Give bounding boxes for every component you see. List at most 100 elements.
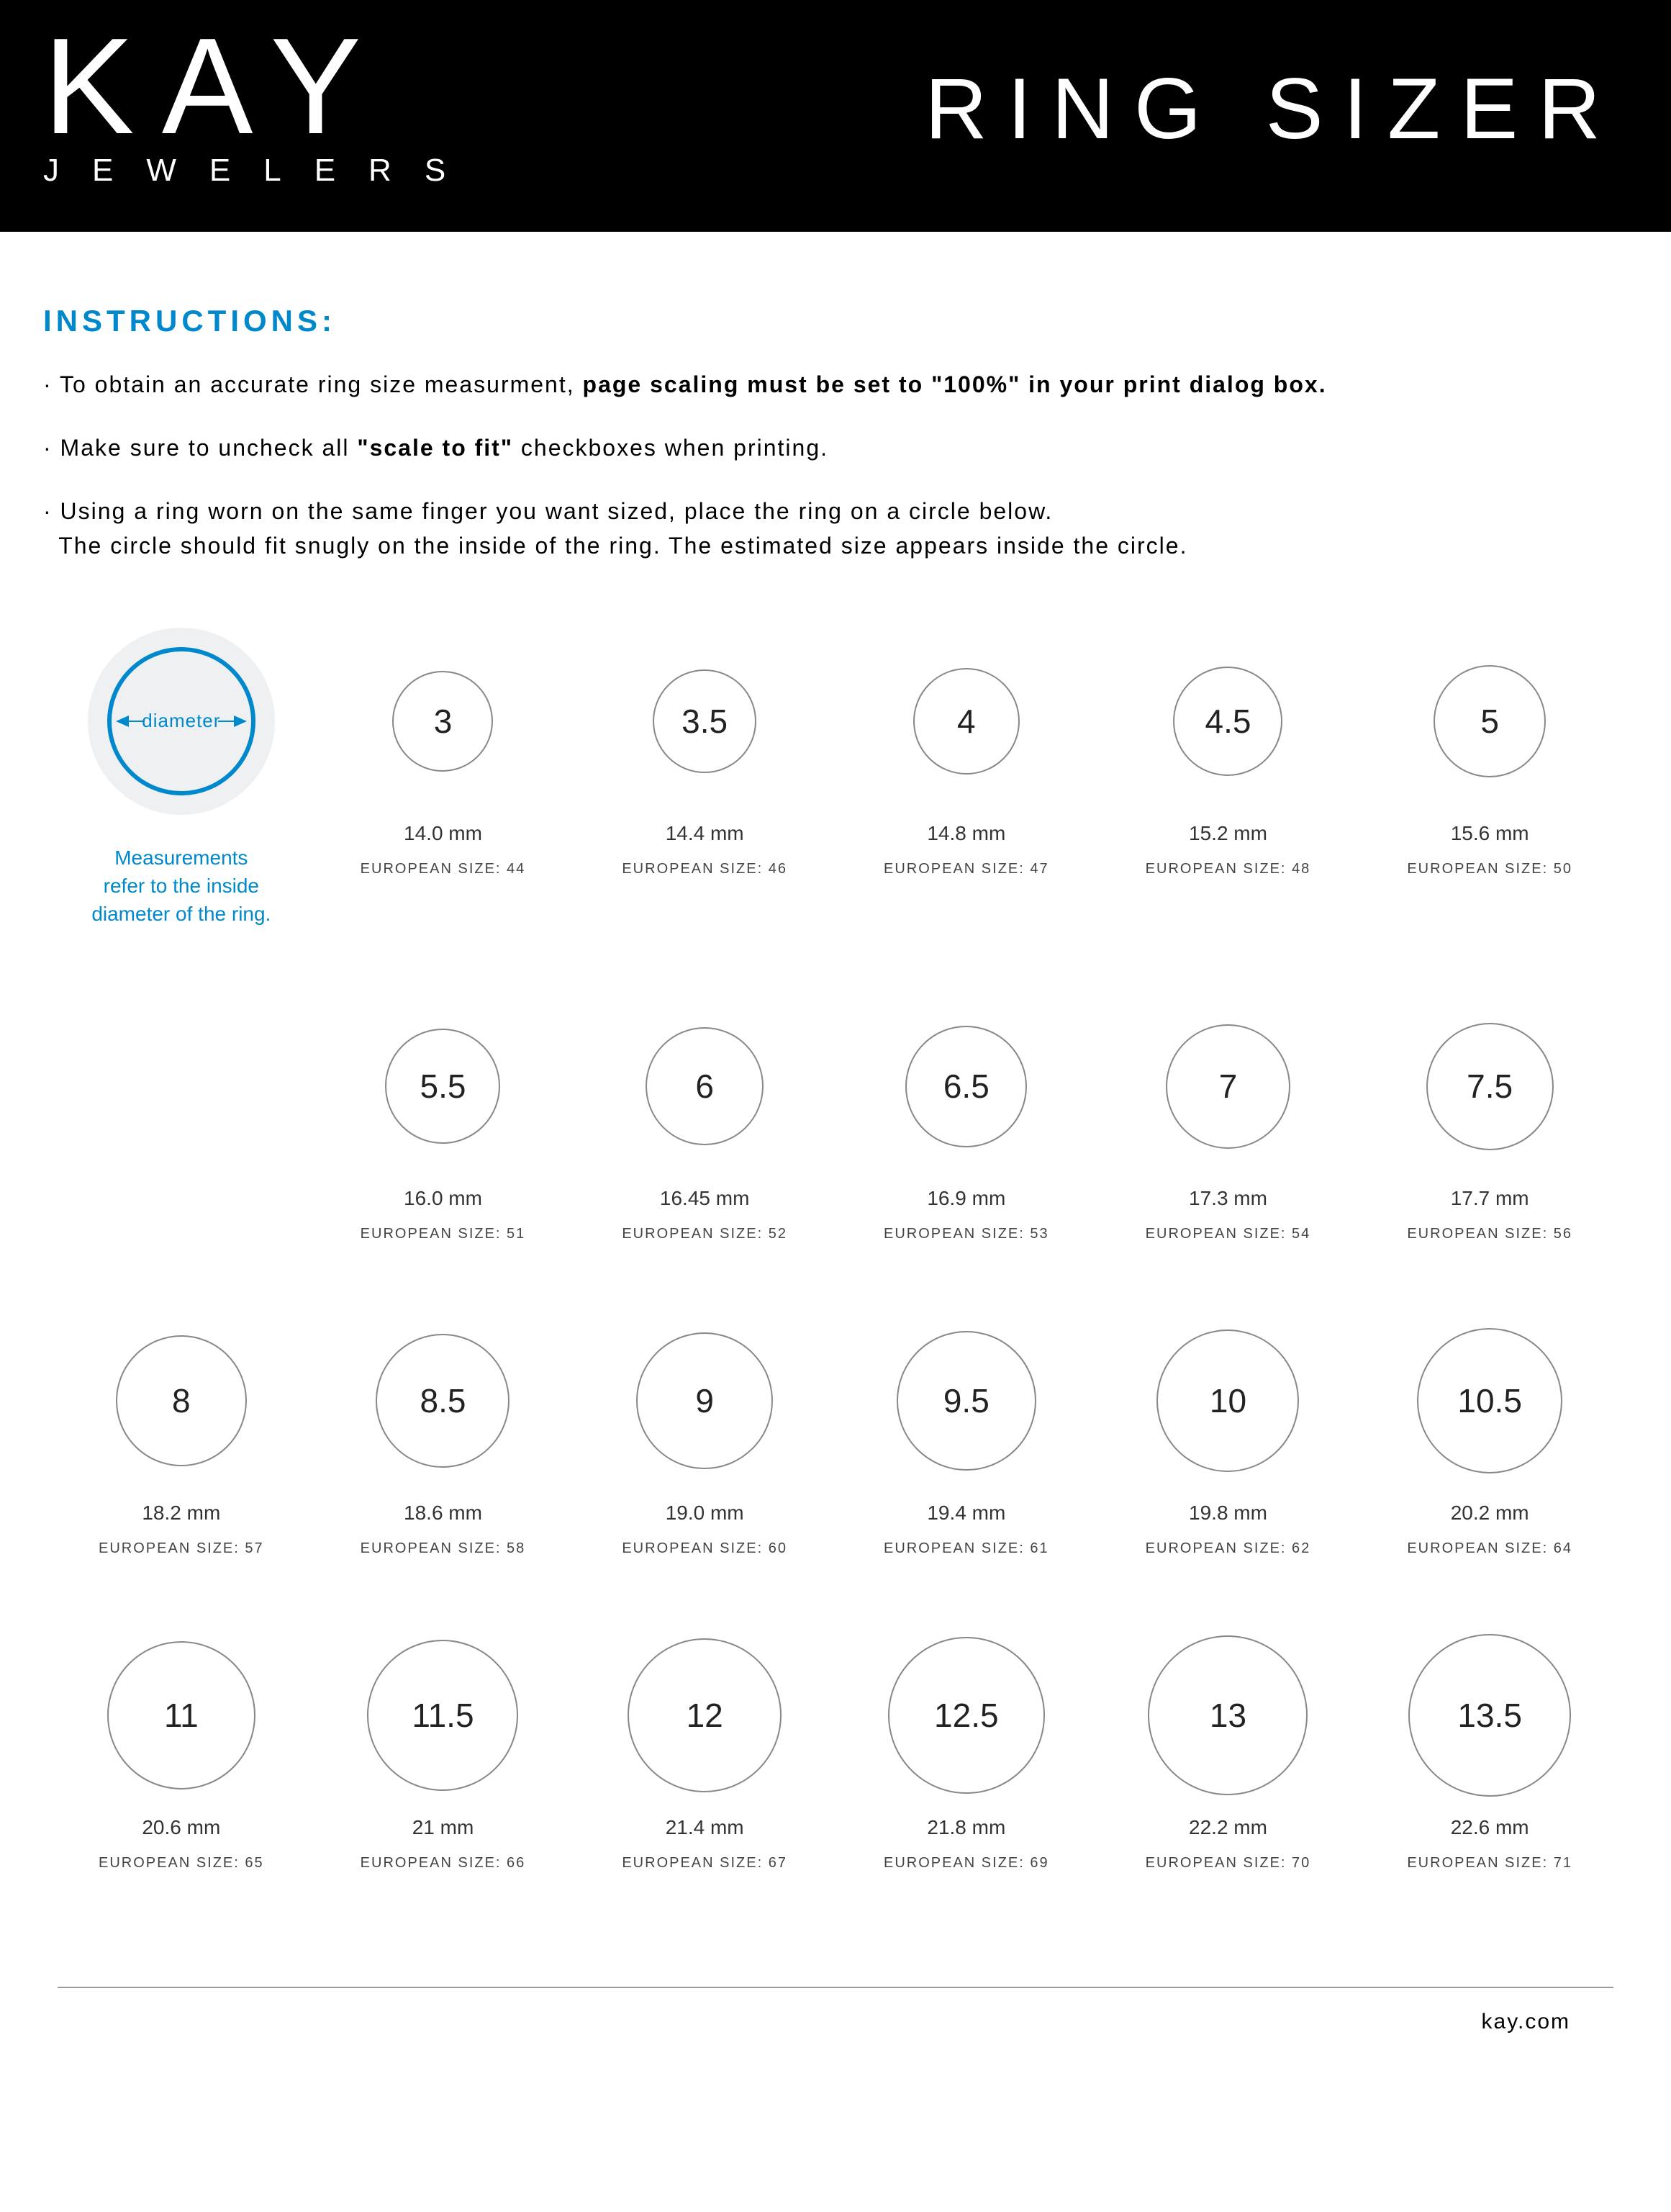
size-euro-label: EUROPEAN SIZE: 53 <box>884 1226 1049 1242</box>
size-euro-label: EUROPEAN SIZE: 64 <box>1407 1540 1572 1557</box>
size-circle-wrap: 6.5 <box>905 1000 1027 1173</box>
size-circle: 8.5 <box>376 1334 510 1468</box>
size-mm-label: 16.9 mm <box>927 1187 1005 1210</box>
size-mm-label: 16.0 mm <box>404 1187 482 1210</box>
size-cell: 8.5 18.6 mm EUROPEAN SIZE: 58 <box>320 1314 567 1557</box>
size-cell: 3 14.0 mm EUROPEAN SIZE: 44 <box>320 635 567 929</box>
size-mm-label: 22.2 mm <box>1189 1816 1267 1839</box>
size-mm-label: 14.0 mm <box>404 822 482 845</box>
size-euro-label: EUROPEAN SIZE: 51 <box>361 1226 526 1242</box>
size-circle: 6 <box>646 1027 764 1145</box>
size-cell: 4 14.8 mm EUROPEAN SIZE: 47 <box>843 635 1090 929</box>
size-circle: 13.5 <box>1408 1634 1571 1797</box>
size-mm-label: 17.7 mm <box>1451 1187 1529 1210</box>
size-circle: 5 <box>1434 665 1546 777</box>
instruction-3: · Using a ring worn on the same finger y… <box>43 494 1628 563</box>
size-circle: 10.5 <box>1417 1328 1562 1473</box>
size-circle-wrap: 3 <box>392 635 493 808</box>
size-cell: 1221.4 mmEUROPEAN SIZE: 67 <box>581 1629 828 1872</box>
content: INSTRUCTIONS: · To obtain an accurate ri… <box>0 232 1671 2121</box>
size-mm-label: 15.2 mm <box>1189 822 1267 845</box>
size-circle: 11 <box>107 1641 255 1789</box>
size-circle: 3 <box>392 671 493 772</box>
diameter-bg-circle: diameter <box>88 628 275 815</box>
size-euro-label: EUROPEAN SIZE: 65 <box>99 1855 264 1872</box>
diameter-note: Measurements refer to the inside diamete… <box>91 844 271 929</box>
size-circle-wrap: 8 <box>116 1314 247 1487</box>
size-circle-wrap: 11 <box>107 1629 255 1802</box>
size-cell: 4.515.2 mmEUROPEAN SIZE: 48 <box>1105 635 1352 929</box>
size-circle: 9.5 <box>897 1331 1036 1471</box>
size-euro-label: EUROPEAN SIZE: 61 <box>884 1540 1049 1557</box>
size-mm-label: 21 mm <box>412 1816 474 1839</box>
size-euro-label: EUROPEAN SIZE: 57 <box>99 1540 264 1557</box>
size-cell: 515.6 mmEUROPEAN SIZE: 50 <box>1366 635 1613 929</box>
size-circle-wrap: 5.5 <box>385 1000 500 1173</box>
size-euro-label: EUROPEAN SIZE: 54 <box>1146 1226 1311 1242</box>
size-circle-wrap: 12.5 <box>888 1629 1045 1802</box>
size-circle-wrap: 7.5 <box>1426 1000 1554 1173</box>
size-circle-wrap: 3.5 <box>653 635 756 808</box>
size-circle-wrap: 4 <box>913 635 1020 808</box>
header: KAY® JEWELERS RING SIZER <box>0 0 1671 232</box>
size-circle: 11.5 <box>367 1640 518 1791</box>
size-euro-label: EUROPEAN SIZE: 69 <box>884 1855 1049 1872</box>
diameter-legend: diameter Measurements refer to the insid… <box>58 635 305 929</box>
size-circle: 8 <box>116 1335 247 1466</box>
size-circle: 5.5 <box>385 1029 500 1144</box>
size-euro-label: EUROPEAN SIZE: 70 <box>1146 1855 1311 1872</box>
size-euro-label: EUROPEAN SIZE: 46 <box>622 861 787 877</box>
size-mm-label: 20.2 mm <box>1451 1502 1529 1525</box>
size-circle-wrap: 4.5 <box>1173 635 1282 808</box>
size-circle: 7.5 <box>1426 1023 1554 1150</box>
size-circle-wrap: 10.5 <box>1417 1314 1562 1487</box>
arrow-right-icon <box>234 715 247 727</box>
size-cell: 13.522.6 mmEUROPEAN SIZE: 71 <box>1366 1629 1613 1872</box>
size-euro-label: EUROPEAN SIZE: 67 <box>622 1855 787 1872</box>
size-cell: 1322.2 mmEUROPEAN SIZE: 70 <box>1105 1629 1352 1872</box>
size-cell: 9.5 19.4 mm EUROPEAN SIZE: 61 <box>843 1314 1090 1557</box>
size-mm-label: 14.8 mm <box>927 822 1005 845</box>
page-title: RING SIZER <box>925 59 1621 158</box>
size-cell: 616.45 mmEUROPEAN SIZE: 52 <box>581 1000 828 1242</box>
size-mm-label: 19.0 mm <box>666 1502 744 1525</box>
size-mm-label: 21.4 mm <box>666 1816 744 1839</box>
size-circle-wrap: 10 <box>1156 1314 1299 1487</box>
size-euro-label: EUROPEAN SIZE: 47 <box>884 861 1049 877</box>
size-euro-label: EUROPEAN SIZE: 62 <box>1146 1540 1311 1557</box>
size-circle-wrap: 9.5 <box>897 1314 1036 1487</box>
size-mm-label: 20.6 mm <box>142 1816 220 1839</box>
size-euro-label: EUROPEAN SIZE: 58 <box>361 1540 526 1557</box>
instruction-2-pre: · Make sure to uncheck all <box>43 435 357 461</box>
size-circle: 10 <box>1156 1330 1299 1472</box>
size-euro-label: EUROPEAN SIZE: 60 <box>622 1540 787 1557</box>
footer-url: kay.com <box>43 1988 1628 2077</box>
size-cell: 7.5 17.7 mm EUROPEAN SIZE: 56 <box>1366 1000 1613 1242</box>
size-circle: 12.5 <box>888 1637 1045 1794</box>
brand-main-text: KAY <box>43 10 389 163</box>
size-cell: 5.5 16.0 mm EUROPEAN SIZE: 51 <box>320 1000 567 1242</box>
size-euro-label: EUROPEAN SIZE: 52 <box>622 1226 787 1242</box>
size-euro-label: EUROPEAN SIZE: 44 <box>361 861 526 877</box>
diameter-note-l1: Measurements <box>114 847 248 869</box>
size-mm-label: 19.4 mm <box>927 1502 1005 1525</box>
size-mm-label: 18.6 mm <box>404 1502 482 1525</box>
size-euro-label: EUROPEAN SIZE: 56 <box>1407 1226 1572 1242</box>
instruction-2-post: checkboxes when printing. <box>513 435 828 461</box>
instructions-heading: INSTRUCTIONS: <box>43 304 1628 338</box>
size-circle: 9 <box>636 1332 773 1469</box>
size-circle-wrap: 9 <box>636 1314 773 1487</box>
instruction-1-pre: · To obtain an accurate ring size measur… <box>43 371 583 397</box>
brand-logo: KAY® JEWELERS <box>43 29 479 189</box>
brand-main: KAY® <box>43 29 479 145</box>
size-euro-label: EUROPEAN SIZE: 66 <box>361 1855 526 1872</box>
size-circle-wrap: 13.5 <box>1408 1629 1571 1802</box>
size-circle-wrap: 11.5 <box>367 1629 518 1802</box>
instruction-1-bold: page scaling must be set to "100%" in yo… <box>583 371 1327 397</box>
size-cell: 12.521.8 mmEUROPEAN SIZE: 69 <box>843 1629 1090 1872</box>
size-circle-wrap: 7 <box>1166 1000 1290 1173</box>
size-euro-label: EUROPEAN SIZE: 71 <box>1407 1855 1572 1872</box>
size-cell: 717.3 mmEUROPEAN SIZE: 54 <box>1105 1000 1352 1242</box>
size-mm-label: 19.8 mm <box>1189 1502 1267 1525</box>
diameter-ring: diameter <box>107 647 255 795</box>
